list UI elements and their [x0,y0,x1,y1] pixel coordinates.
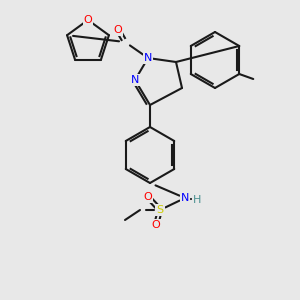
Text: O: O [84,15,92,25]
Text: S: S [156,205,164,215]
Text: H: H [193,195,201,205]
Text: O: O [144,192,152,202]
Text: N: N [181,193,189,203]
Text: N: N [131,75,139,85]
Text: O: O [152,220,160,230]
Text: O: O [114,25,122,35]
Text: N: N [144,53,152,63]
